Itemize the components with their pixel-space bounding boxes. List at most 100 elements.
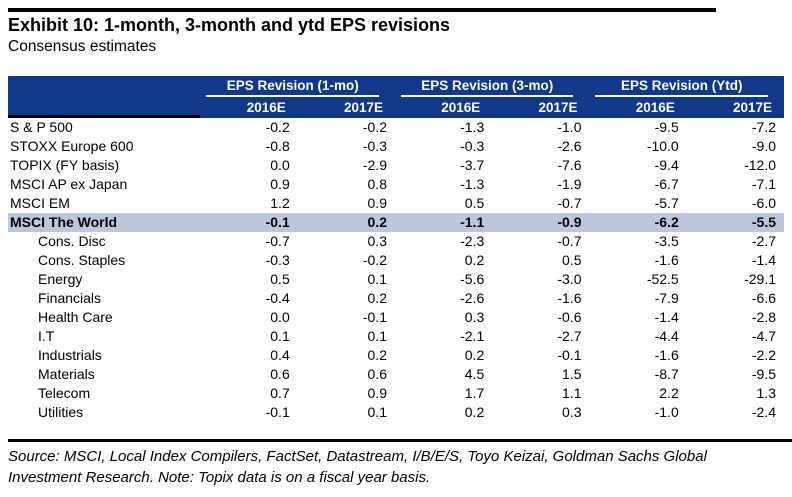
value-cell: -2.1 [460,328,485,344]
value-cell: -3.0 [557,271,582,287]
value-cell: -7.2 [751,119,776,135]
row-label: Cons. Disc [38,233,106,249]
value-cell: -4.7 [751,328,776,344]
row-label: Materials [38,366,95,382]
value-cell: -9.5 [751,366,776,382]
table-row: Cons. Staples -0.3 -0.2 0.2 0.5 -1.6 -1.4 [8,251,784,270]
value-cell: 0.1 [270,328,290,344]
value-cell: -3.7 [460,157,485,173]
top-rule [8,8,716,12]
value-cell: 2.2 [659,385,679,401]
value-cell: -2.6 [460,290,485,306]
value-cell: -0.7 [557,233,582,249]
value-cell: 0.2 [464,347,485,363]
group-header-ytd: EPS Revision (Ytd) [589,76,784,97]
value-cell: -12.0 [744,157,776,173]
group-header-ytd-label: EPS Revision (Ytd) [595,78,768,97]
value-cell: 1.7 [464,385,485,401]
header-label-spacer [8,97,201,118]
row-label: Telecom [38,385,91,401]
value-cell: 0.5 [270,271,290,287]
value-cell: 0.9 [367,195,387,211]
year-header: 2016E [394,97,493,118]
value-cell: -0.1 [362,309,387,325]
value-cell: -1.0 [557,119,582,135]
value-cell: 0.2 [367,347,387,363]
table-row: Health Care 0.0 -0.1 0.3 -0.6 -1.4 -2.8 [8,308,784,327]
value-cell: -3.5 [654,233,679,249]
value-cell: 0.9 [367,385,387,401]
row-label: MSCI AP ex Japan [10,176,128,192]
table-row: MSCI AP ex Japan 0.9 0.8 -1.3 -1.9 -6.7 -7.1 [8,175,784,194]
exhibit-title: Exhibit 10: 1-month, 3-month and ytd EPS… [8,15,451,35]
value-cell: -9.5 [654,119,679,135]
value-cell: -1.3 [460,176,485,192]
row-label: Energy [38,271,83,287]
table-row: I.T 0.1 0.1 -2.1 -2.7 -4.4 -4.7 [8,327,784,346]
table-row: STOXX Europe 600 -0.8 -0.3 -0.3 -2.6 -10.0 -9.… [8,137,784,156]
value-cell: 0.2 [464,252,485,268]
row-label: Utilities [38,404,84,420]
row-label: Industrials [38,347,102,363]
row-label: S & P 500 [10,119,73,135]
table-row: TOPIX (FY basis) 0.0 -2.9 -3.7 -7.6 -9.4 -12.0 [8,156,784,175]
year-header: 2017E [492,97,590,118]
value-cell: 0.8 [367,176,387,192]
row-label: I.T [38,328,55,344]
value-cell: -4.4 [654,328,679,344]
group-header-3mo: EPS Revision (3-mo) [394,76,590,97]
group-header-row: EPS Revision (1-mo) EPS Revision (3-mo) … [8,76,784,97]
value-cell: -2.4 [751,404,776,420]
value-cell: -9.0 [751,138,776,154]
value-cell: -0.8 [265,138,290,154]
table-row: Energy 0.5 0.1 -5.6 -3.0 -52.5 -29.1 [8,270,784,289]
exhibit-subtitle: Consensus estimates [8,38,157,55]
value-cell: 4.5 [464,366,485,382]
header-label-spacer [8,76,201,97]
value-cell: 0.0 [270,309,290,325]
row-label: MSCI EM [10,195,70,211]
value-cell: 0.3 [562,404,582,420]
value-cell: -9.4 [654,157,679,173]
value-cell: -5.6 [460,271,485,287]
table-row: Financials -0.4 0.2 -2.6 -1.6 -7.9 -6.6 [8,289,784,308]
value-cell: 0.1 [367,271,387,287]
table-row: Telecom 0.7 0.9 1.7 1.1 2.2 1.3 [8,384,784,403]
value-cell: 0.4 [270,347,290,363]
value-cell: -1.6 [654,347,679,363]
value-cell: -7.1 [751,176,776,192]
value-cell: -2.7 [557,328,582,344]
table-row: Utilities -0.1 0.1 0.2 0.3 -1.0 -2.4 [8,403,784,422]
value-cell: -52.5 [646,271,679,287]
row-label: Financials [38,290,102,306]
year-header: 2017E [686,97,784,118]
value-cell: -1.1 [394,213,493,232]
value-cell: -7.9 [654,290,679,306]
value-cell: -0.1 [200,213,298,232]
group-header-1mo-label: EPS Revision (1-mo) [206,78,379,97]
value-cell: -0.1 [265,404,290,420]
value-cell: -2.6 [557,138,582,154]
value-cell: 1.3 [756,385,776,401]
value-cell: -0.9 [492,213,590,232]
value-cell: -1.3 [460,119,485,135]
table-row: MSCI EM 1.2 0.9 0.5 -0.7 -5.7 -6.0 [8,194,784,213]
value-cell: -2.3 [460,233,485,249]
value-cell: -7.6 [557,157,582,173]
value-cell: -6.6 [751,290,776,306]
value-cell: 0.2 [464,404,485,420]
value-cell: -0.3 [362,138,387,154]
value-cell: -1.4 [654,309,679,325]
table-row: Materials 0.6 0.6 4.5 1.5 -8.7 -9.5 [8,365,784,384]
year-header: 2016E [200,97,298,118]
value-cell: -2.7 [751,233,776,249]
row-label: Cons. Staples [38,252,126,268]
year-header-row: 2016E 2017E 2016E 2017E 2016E 2017E [8,97,784,118]
year-header: 2017E [297,97,395,118]
value-cell: 0.6 [270,366,290,382]
row-label: MSCI The World [8,213,201,232]
value-cell: 0.5 [562,252,582,268]
table-row: MSCI The World -0.1 0.2 -1.1 -0.9 -6.2 -5.5 [8,213,784,232]
value-cell: 0.1 [367,328,387,344]
value-cell: 1.2 [270,195,290,211]
